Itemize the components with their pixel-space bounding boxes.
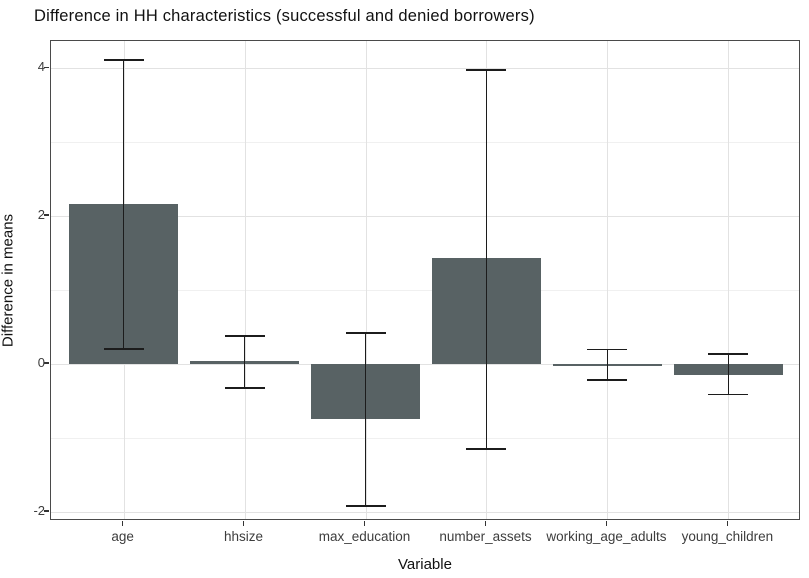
x-tick-label: age <box>111 529 134 544</box>
gridline-major-vertical <box>607 41 609 519</box>
error-bar-cap-top <box>587 348 628 351</box>
gridline-minor-horizontal <box>51 438 799 440</box>
gridline-major-vertical <box>365 41 367 519</box>
gridline-minor-horizontal <box>51 142 799 144</box>
gridline-major-horizontal <box>51 512 799 514</box>
error-bar-stem <box>727 353 730 395</box>
y-axis-title: Difference in means <box>0 213 17 348</box>
y-axis-tick <box>44 214 49 217</box>
gridline-major-horizontal <box>51 216 799 218</box>
x-axis-tick <box>726 521 729 526</box>
error-bar-cap-top <box>103 59 144 62</box>
y-axis-tick <box>44 362 49 364</box>
error-bar-cap-bottom <box>103 347 144 350</box>
error-bar-stem <box>243 336 246 388</box>
x-axis-title: Variable <box>398 556 452 573</box>
error-bar-stem <box>122 60 125 349</box>
error-bar-cap-bottom <box>224 386 265 389</box>
chart-title: Difference in HH characteristics (succes… <box>34 7 535 25</box>
gridline-minor-horizontal <box>51 290 799 292</box>
error-bar-stem <box>606 349 609 380</box>
x-axis-tick <box>605 521 608 526</box>
error-bar-stem <box>364 333 367 507</box>
x-axis-tick <box>363 521 366 526</box>
error-bar-cap-bottom <box>345 505 386 508</box>
error-bar-cap-bottom <box>587 378 628 381</box>
error-bar-cap-top <box>466 68 507 71</box>
x-axis-tick <box>121 521 124 526</box>
y-tick-label: 4 <box>37 59 45 75</box>
x-tick-label: young_children <box>681 529 774 544</box>
plot-panel <box>50 40 800 520</box>
y-axis-tick <box>44 510 49 512</box>
x-tick-label: number_assets <box>439 529 532 544</box>
error-bar-cap-bottom <box>708 393 749 396</box>
x-axis-tick <box>242 521 245 526</box>
x-tick-label: max_education <box>318 529 411 544</box>
y-axis-tick <box>44 66 49 69</box>
error-bar-cap-top <box>224 335 265 337</box>
x-tick-label: working_age_adults <box>546 529 667 544</box>
x-axis-tick <box>484 521 487 526</box>
error-bar-cap-top <box>708 352 749 355</box>
error-bar-stem <box>485 69 488 450</box>
gridline-major-horizontal <box>51 68 799 70</box>
y-tick-label: -2 <box>33 503 45 519</box>
gridline-major-vertical <box>244 41 246 519</box>
gridline-major-horizontal <box>51 364 799 366</box>
error-bar-cap-bottom <box>466 448 507 451</box>
x-tick-label: hhsize <box>224 529 264 544</box>
error-bar-cap-top <box>345 332 386 335</box>
gridline-major-vertical <box>728 41 730 519</box>
y-tick-label: 0 <box>37 355 45 371</box>
y-tick-label: 2 <box>37 207 45 223</box>
